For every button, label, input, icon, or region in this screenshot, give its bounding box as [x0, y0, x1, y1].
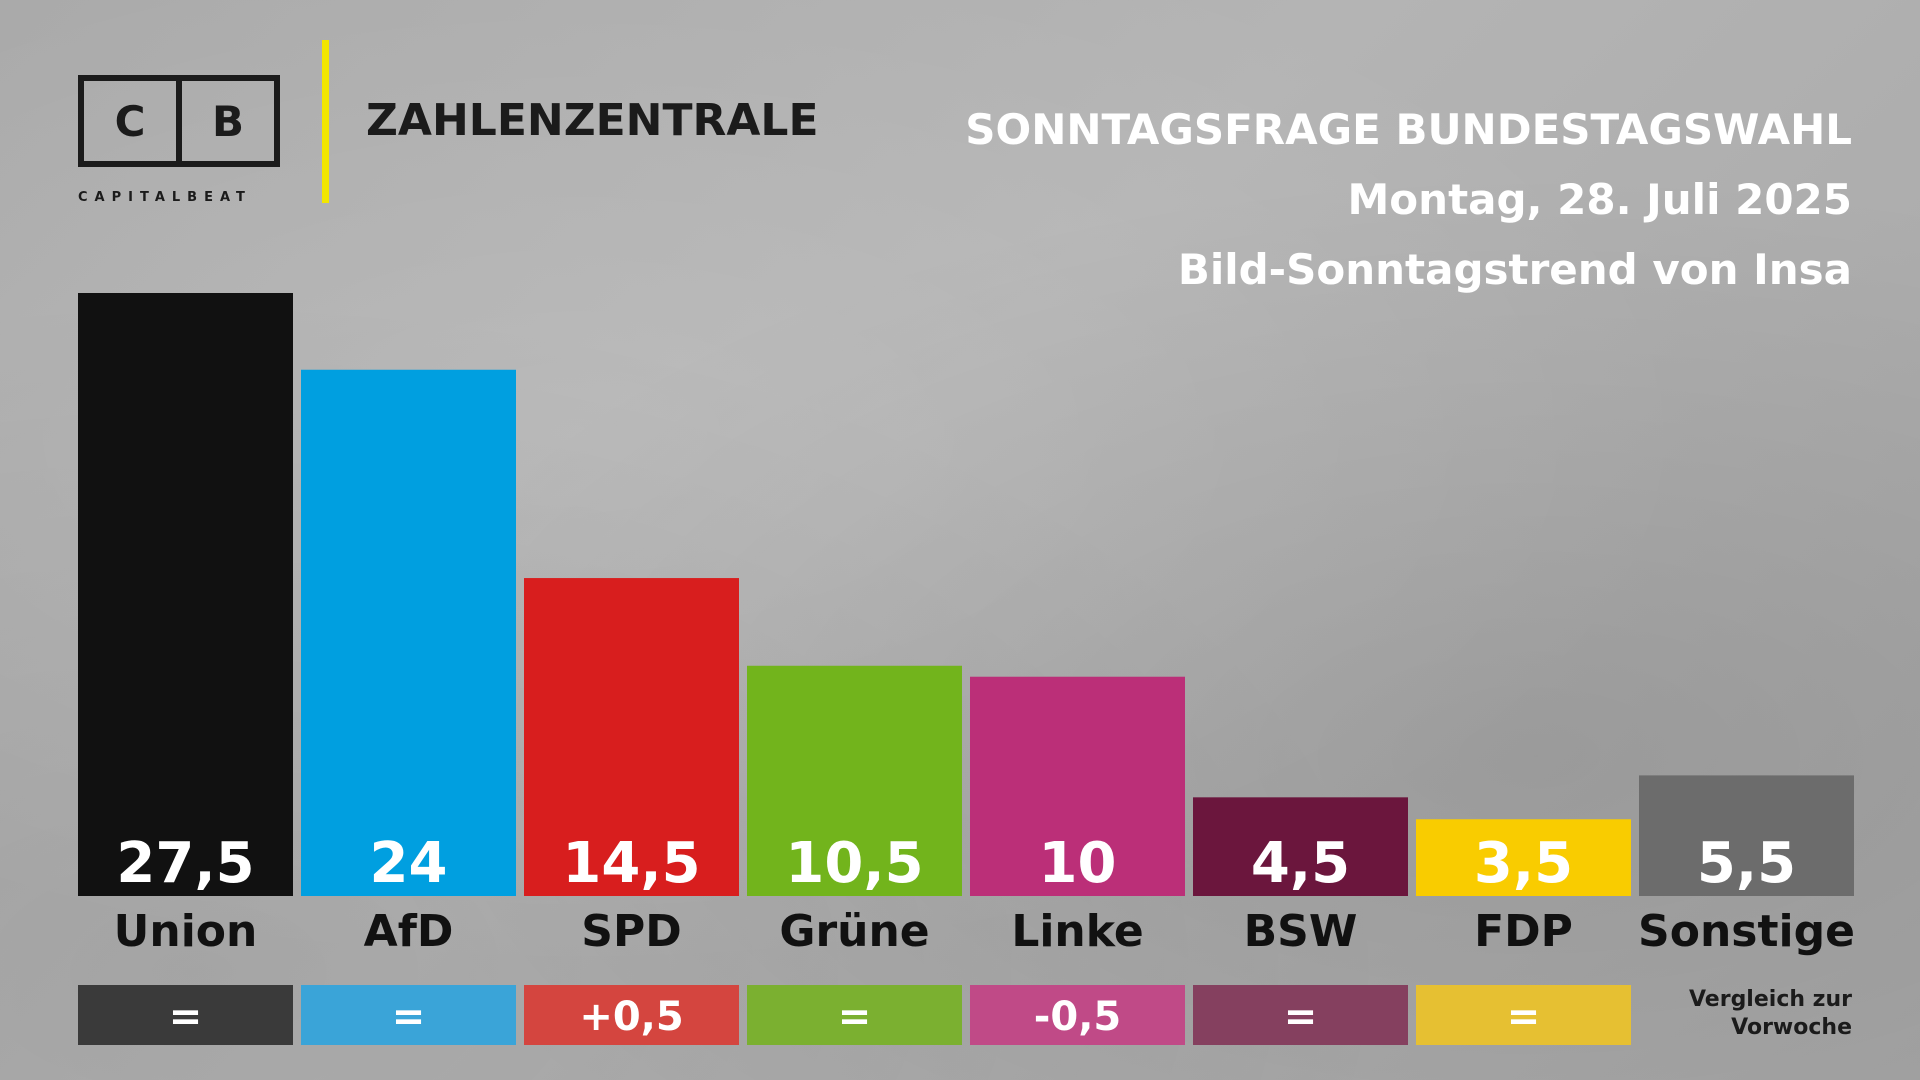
- bar-spd: [524, 578, 739, 896]
- logo-letter-c: C: [114, 96, 146, 146]
- bar-afd: [301, 369, 516, 896]
- chart-date: Montag, 28. Juli 2025: [1347, 175, 1852, 224]
- category-label-fdp: FDP: [1474, 906, 1573, 957]
- change-label-afd: =: [392, 994, 426, 1040]
- change-label-spd: +0,5: [579, 994, 683, 1040]
- bar-linke: [970, 676, 1185, 896]
- bar-union: [78, 293, 293, 896]
- change-label-bsw: =: [1284, 994, 1318, 1040]
- chart-source: Bild-Sonntagstrend von Insa: [1177, 245, 1852, 294]
- category-label-bsw: BSW: [1244, 906, 1358, 957]
- logo-letter-b: B: [176, 81, 274, 161]
- brand-title: ZAHLENZENTRALE: [366, 95, 819, 146]
- value-label-bsw: 4,5: [1251, 831, 1350, 896]
- value-label-union: 27,5: [116, 831, 254, 896]
- category-label-sonstige: Sonstige: [1638, 906, 1855, 957]
- category-label-afd: AfD: [364, 906, 454, 957]
- value-label-sonstige: 5,5: [1697, 831, 1796, 896]
- value-label-fdp: 3,5: [1474, 831, 1573, 896]
- value-label-afd: 24: [370, 831, 448, 896]
- category-label-spd: SPD: [581, 906, 681, 957]
- value-label-spd: 14,5: [562, 831, 700, 896]
- change-box-gr-ne: [747, 985, 962, 1045]
- category-label-union: Union: [114, 906, 258, 957]
- value-label-linke: 10: [1039, 831, 1117, 896]
- capitalbeat-logo: C B: [78, 75, 280, 167]
- change-box-afd: [301, 985, 516, 1045]
- chart-title: SONNTAGSFRAGE BUNDESTAGSWAHL: [965, 105, 1852, 154]
- change-label-linke: -0,5: [1034, 994, 1121, 1040]
- change-note-line-1: Vergleich zur: [1688, 987, 1852, 1012]
- chart-header: SONNTAGSFRAGE BUNDESTAGSWAHL Montag, 28.…: [965, 95, 1852, 305]
- logo-box: C B: [78, 75, 280, 167]
- change-box-fdp: [1416, 985, 1631, 1045]
- change-label-union: =: [169, 994, 203, 1040]
- value-label-gr-ne: 10,5: [785, 831, 923, 896]
- category-label-linke: Linke: [1011, 906, 1143, 957]
- bar-sonstige: [1639, 775, 1854, 896]
- change-box-union: [78, 985, 293, 1045]
- bar-gr-ne: [747, 665, 962, 896]
- change-note-line-2: Vorwoche: [1731, 1015, 1852, 1040]
- category-label-gr-ne: Grüne: [779, 906, 929, 957]
- bar-fdp: [1416, 819, 1631, 896]
- change-box-spd: [524, 985, 739, 1045]
- change-label-fdp: =: [1507, 994, 1541, 1040]
- logo-subtitle: CAPITALBEAT: [78, 190, 252, 205]
- change-box-linke: [970, 985, 1185, 1045]
- change-label-gr-ne: =: [838, 994, 872, 1040]
- bar-bsw: [1193, 797, 1408, 896]
- change-note: Vergleich zur Vorwoche: [1689, 986, 1852, 1042]
- change-box-bsw: [1193, 985, 1408, 1045]
- accent-divider: [322, 40, 329, 203]
